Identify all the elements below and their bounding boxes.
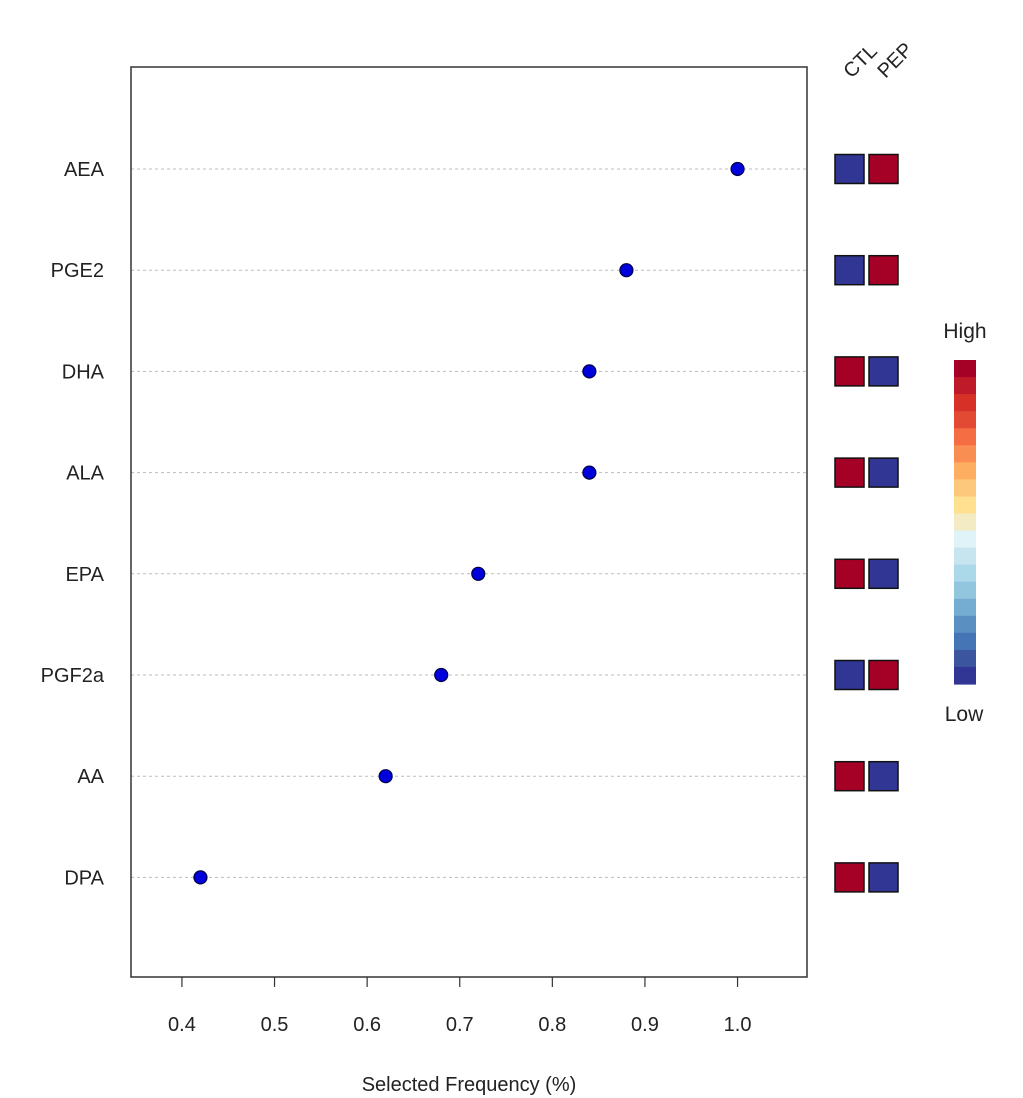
legend-swatch [954,530,976,549]
y-tick-label: DPA [64,867,104,889]
data-point [471,566,486,581]
data-point [582,465,597,480]
legend-swatch [954,411,976,429]
legend-swatch [954,598,976,617]
legend-swatch [954,581,976,600]
heat-square [834,659,865,691]
y-tick-label: DHA [62,361,105,383]
legend-swatch [954,513,976,532]
legend-swatch [954,445,976,463]
x-tick-label: 0.6 [353,1014,381,1036]
legend-swatch [954,394,976,412]
color-legend [954,360,976,685]
x-tick-label: 0.4 [168,1014,196,1036]
x-axis: 0.4 0.5 0.6 0.7 0.8 0.9 1.0 [168,977,751,1036]
heat-square [868,659,899,691]
data-point [582,364,597,379]
heat-square [868,153,899,185]
data-point [193,870,208,885]
heat-square [868,457,899,488]
legend-swatch [954,615,976,634]
legend-swatch [954,496,976,515]
y-tick-label: AA [77,766,104,788]
legend-swatch [954,428,976,446]
data-point [378,769,393,784]
x-tick-label: 0.8 [538,1014,566,1036]
heat-square [868,862,899,893]
legend-swatch [954,666,976,685]
data-point [434,667,449,683]
legend-swatch [954,360,976,378]
legend-swatch [954,632,976,651]
heat-square [868,760,899,792]
heat-square [834,457,865,488]
legend-swatch [954,479,976,498]
legend-swatch [954,462,976,480]
x-tick-label: 0.5 [261,1014,289,1036]
x-axis-label: Selected Frequency (%) [362,1074,577,1096]
heat-square [834,862,865,893]
heat-square [834,558,865,590]
heat-square [834,356,865,387]
heat-square [868,558,899,590]
heat-square [834,153,865,185]
y-tick-label: EPA [65,564,104,586]
data-points [193,161,745,885]
group-label: PEP [873,39,917,83]
grid-lines [131,168,807,878]
legend-low-label: Low [945,703,984,726]
data-point [619,263,634,278]
y-tick-label: PGE2 [51,260,104,282]
data-point [730,161,745,177]
heat-square [834,254,865,286]
y-axis-labels: AEA PGE2 DHA ALA EPA PGF2a AA DPA [41,159,105,889]
legend-high-label: High [943,320,986,343]
heat-square [834,760,865,792]
x-tick-label: 1.0 [724,1014,752,1036]
plot-frame [130,66,808,978]
y-tick-label: AEA [64,159,105,181]
x-tick-label: 0.7 [446,1014,474,1036]
y-tick-label: ALA [66,463,104,485]
legend-swatch [954,377,976,395]
legend-swatch [954,547,976,566]
x-tick-label: 0.9 [631,1014,659,1036]
group-label: CTL [839,40,881,82]
legend-swatch [954,649,976,668]
heat-squares [834,153,899,893]
heat-square [868,254,899,286]
y-tick-label: PGF2a [41,665,105,687]
legend-swatch [954,564,976,583]
heat-square [868,356,899,387]
